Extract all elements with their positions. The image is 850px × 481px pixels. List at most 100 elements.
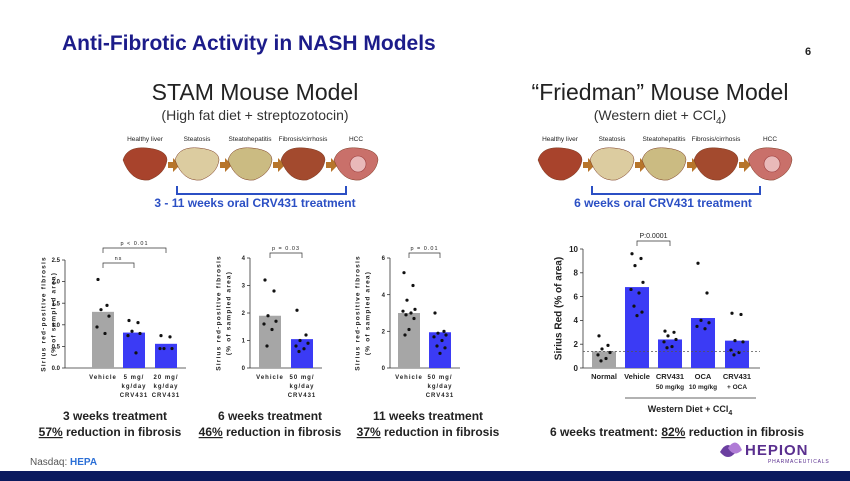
caption-rest: reduction in fibrosis [381, 425, 500, 439]
x-tick-label: + OCA [727, 384, 747, 391]
liver-icon [227, 147, 273, 181]
logo-tagline: PHARMACEUTICALS [768, 459, 829, 465]
data-point [741, 340, 745, 344]
data-point [99, 308, 103, 312]
y-tick-label: 3 [242, 284, 246, 290]
data-point [629, 287, 633, 292]
stage-label: HCC [763, 136, 777, 143]
data-point [103, 331, 107, 336]
data-point [274, 319, 278, 323]
data-point [126, 334, 130, 338]
section-subheading: (Western diet + CCl4) [594, 107, 727, 127]
y-axis-label: (% of sampled area) [226, 271, 233, 355]
y-tick-label: 0 [382, 366, 386, 372]
bar [259, 315, 281, 368]
data-point [695, 324, 699, 328]
y-tick-label: 2 [382, 329, 386, 335]
data-point [737, 350, 741, 355]
data-point [606, 343, 610, 347]
treatment-label: 6 weeks oral CRV431 treatment [574, 196, 752, 210]
data-point [633, 264, 637, 268]
data-point [705, 291, 709, 295]
liver-icon [589, 147, 635, 181]
y-axis-label: (% of sampled area) [365, 271, 372, 355]
data-point [304, 333, 308, 337]
data-point [162, 346, 166, 351]
treatment-label: 3 - 11 weeks oral CRV431 treatment [154, 196, 355, 210]
logo-mark [728, 442, 742, 454]
x-tick-label: kg/day [121, 384, 146, 390]
significance-bracket [102, 247, 167, 253]
x-tick-label: Vehicle [624, 372, 650, 381]
bar [155, 343, 177, 368]
data-point [608, 350, 612, 355]
data-point [733, 339, 737, 343]
data-point [262, 322, 266, 326]
y-tick-label: 4 [242, 256, 246, 262]
x-tick-label: Normal [591, 372, 617, 381]
y-tick-label: 6 [574, 292, 579, 301]
significance-label: ns [115, 256, 123, 262]
data-point [297, 349, 301, 354]
stage-label: Fibrosis/cirrhosis [692, 136, 742, 143]
y-axis-label: (% of sampled area) [51, 272, 58, 356]
y-tick-label: 1 [242, 339, 246, 345]
data-point [168, 335, 172, 339]
caption-rest: reduction in fibrosis [223, 425, 342, 439]
data-point [635, 314, 639, 318]
data-point [674, 337, 678, 342]
data-point [597, 334, 601, 338]
significance-label: p < 0.01 [120, 241, 148, 247]
logo-name: HEPION [745, 442, 809, 459]
liver-icon [641, 147, 687, 181]
data-point [699, 318, 703, 322]
data-point [404, 313, 408, 317]
y-axis-label: Sirius red-positive fibrosis [41, 256, 48, 372]
data-point [670, 344, 674, 349]
stage-arrow [583, 158, 595, 172]
bar [725, 340, 749, 368]
significance-label: p = 0.01 [410, 246, 438, 252]
y-tick-label: 1.5 [52, 301, 61, 307]
y-tick-label: 8 [574, 269, 579, 278]
data-point [443, 346, 447, 350]
data-point [444, 333, 448, 337]
stage-label: Healthy liver [127, 136, 164, 143]
y-axis-label: Sirius red-positive fibrosis [355, 255, 362, 371]
stage-label: HCC [349, 136, 363, 143]
data-point [407, 327, 411, 332]
data-point [266, 314, 270, 318]
exchange: Nasdaq: [30, 457, 70, 468]
stage-label: Steatosis [184, 136, 211, 143]
data-point [295, 308, 299, 312]
data-point [435, 344, 439, 348]
bar [691, 318, 715, 368]
x-tick-label: 10 mg/kg [689, 384, 717, 391]
data-point [672, 330, 676, 334]
data-point [729, 348, 733, 352]
footer-bar [0, 471, 850, 481]
liver-icon [693, 147, 739, 181]
data-point [413, 307, 417, 311]
caption: 37% reduction in fibrosis [357, 425, 500, 439]
data-point [442, 329, 446, 333]
data-point [170, 346, 174, 351]
data-point [263, 278, 267, 282]
caption-rest: reduction in fibrosis [63, 425, 182, 439]
y-tick-label: 0 [574, 364, 579, 373]
y-tick-label: 0.5 [52, 345, 61, 351]
section-heading: “Friedman” Mouse Model [532, 79, 789, 105]
data-point [401, 309, 405, 313]
y-tick-label: 0 [242, 366, 246, 372]
y-tick-label: 4 [382, 293, 386, 299]
data-point [402, 271, 406, 275]
slide-title: Anti-Fibrotic Activity in NASH Models [62, 32, 436, 55]
stage-label: Steatohepatitis [642, 136, 686, 143]
x-tick-label: Vehicle [89, 375, 117, 381]
data-point [440, 338, 444, 343]
caption-lead: 6 weeks treatment: [550, 425, 661, 439]
data-point [630, 252, 634, 256]
liver-icon [280, 147, 326, 181]
caption: 46% reduction in fibrosis [199, 425, 342, 439]
